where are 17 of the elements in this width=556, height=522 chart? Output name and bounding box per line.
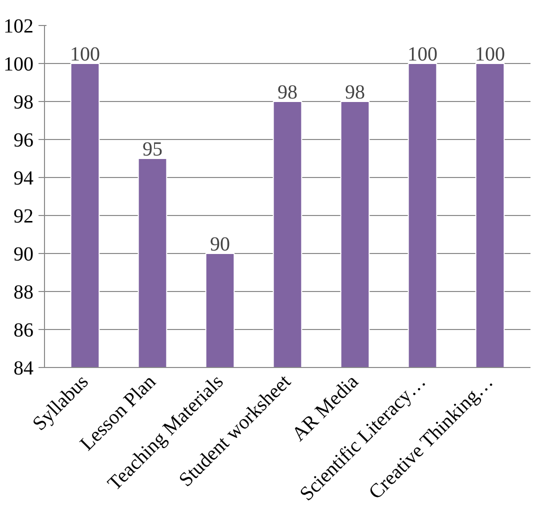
y-tick-label: 88 — [14, 282, 34, 304]
y-tick-label: 100 — [4, 54, 34, 76]
y-tick-label: 102 — [4, 16, 34, 38]
y-tick-label: 86 — [14, 320, 34, 342]
data-label: 98 — [345, 82, 365, 104]
y-tick-label: 96 — [14, 130, 34, 152]
data-label: 90 — [210, 234, 230, 256]
data-label: 100 — [408, 44, 438, 66]
data-label: 100 — [70, 44, 100, 66]
y-tick-label: 92 — [14, 206, 34, 228]
y-tick-label: 84 — [14, 358, 34, 380]
data-label: 98 — [278, 82, 298, 104]
y-tick-label: 98 — [14, 92, 34, 114]
data-label: 100 — [475, 44, 505, 66]
y-tick-label: 90 — [14, 244, 34, 266]
data-label: 95 — [142, 138, 162, 160]
y-tick-label: 94 — [14, 168, 34, 190]
